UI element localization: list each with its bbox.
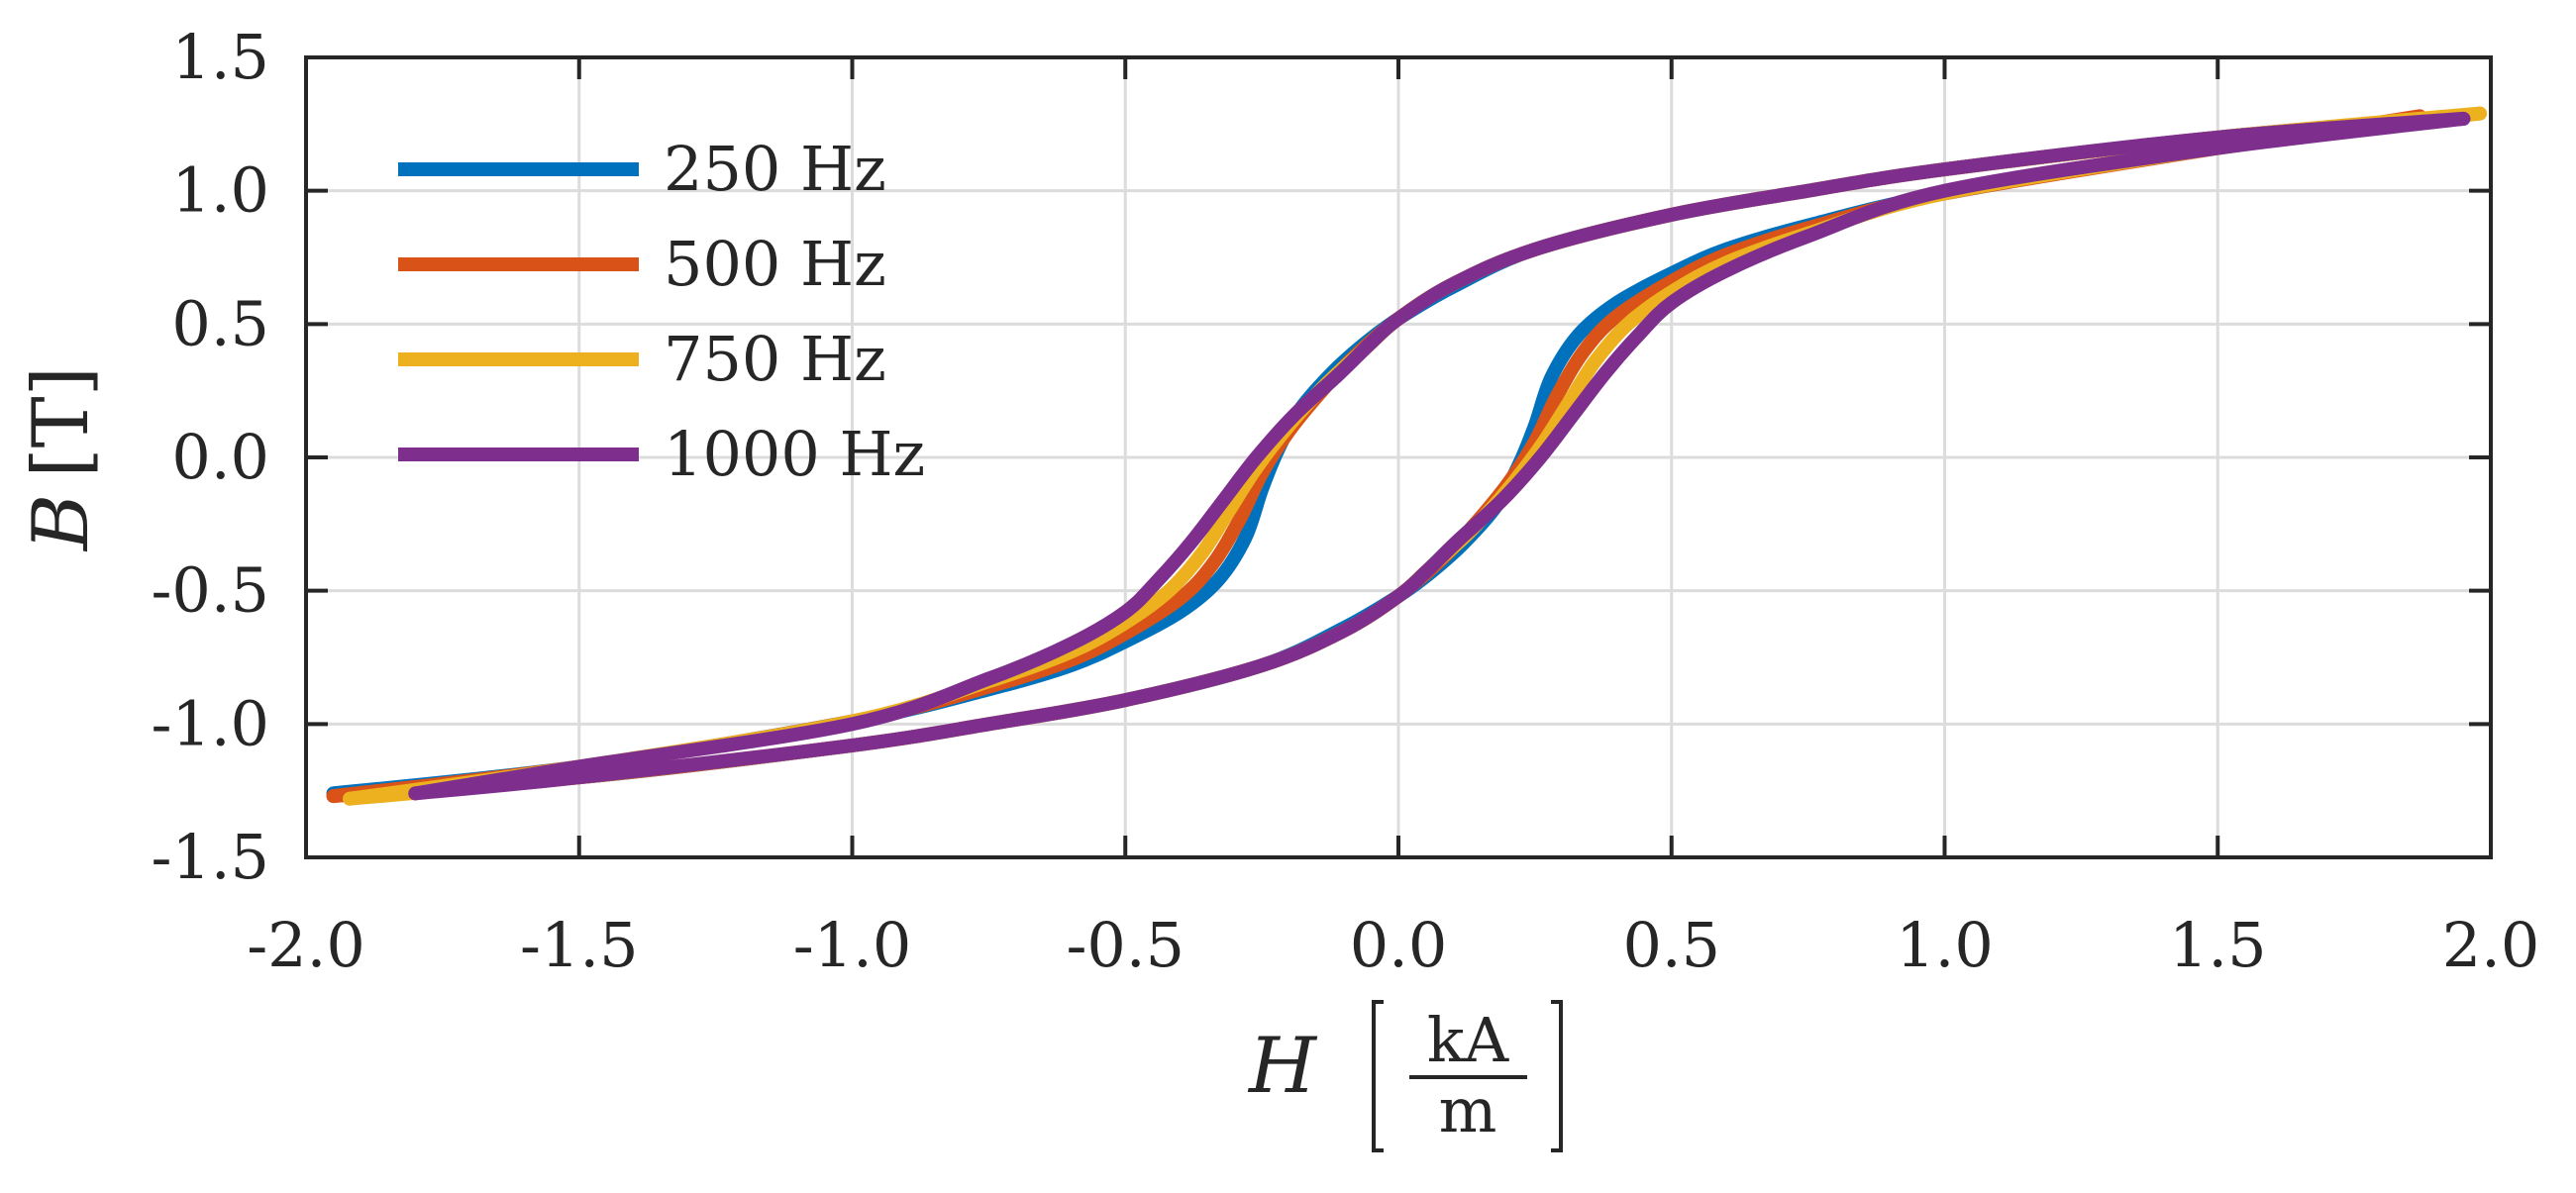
x-tick-label: 1.5 [2169, 909, 2267, 981]
series-1000-hz-descending-branch [408, 111, 2471, 801]
series-group [326, 106, 2487, 806]
legend-label: 500 Hz [664, 228, 886, 300]
x-axis-label: H kA m [1247, 1000, 1563, 1152]
series-1000-hz [408, 111, 2471, 801]
x-axis-bracket-right [1551, 1000, 1563, 1152]
x-axis-unit-denominator: m [1439, 1074, 1497, 1146]
y-tick-label: -1.0 [151, 687, 269, 759]
legend: 250 Hz 500 Hz 750 Hz 1000 Hz [398, 133, 925, 490]
y-tick-label: 1.0 [171, 154, 269, 227]
x-tick-label: 2.0 [2442, 909, 2540, 981]
x-tick-label: -1.5 [520, 909, 639, 981]
y-axis-label: B [T] [17, 366, 106, 552]
x-tick-label: 0.0 [1350, 909, 1448, 981]
y-tick-label: 0.5 [171, 287, 269, 359]
y-tick-label: -0.5 [151, 554, 269, 627]
x-tick-label: -1.0 [793, 909, 912, 981]
y-axis-unit: [T] [17, 366, 106, 478]
legend-label: 750 Hz [664, 323, 886, 395]
series-1000-hz-ascending-branch [408, 111, 2471, 801]
axis-ticks [304, 55, 2493, 859]
x-axis-symbol: H [1247, 1022, 1318, 1111]
x-tick-label: 1.0 [1896, 909, 1994, 981]
y-tick-label: -1.5 [151, 821, 269, 893]
legend-label: 250 Hz [664, 133, 886, 205]
y-tick-label: 0.0 [171, 421, 269, 493]
y-tick-labels: -1.5 -1.0 -0.5 0.0 0.5 1.0 1.5 [151, 21, 269, 893]
x-axis-unit-numerator: kA [1427, 1004, 1510, 1076]
x-axis-bracket-left [1372, 1000, 1384, 1152]
x-tick-label: 0.5 [1622, 909, 1720, 981]
x-tick-label: -0.5 [1066, 909, 1185, 981]
y-tick-label: 1.5 [171, 21, 269, 93]
x-tick-label: -2.0 [247, 909, 365, 981]
svg-text:B[T]: B [T] [17, 366, 106, 552]
legend-label: 1000 Hz [664, 418, 925, 490]
y-axis-symbol: B [17, 494, 106, 552]
x-tick-labels: -2.0 -1.5 -1.0 -0.5 0.0 0.5 1.0 1.5 2.0 [247, 909, 2539, 981]
